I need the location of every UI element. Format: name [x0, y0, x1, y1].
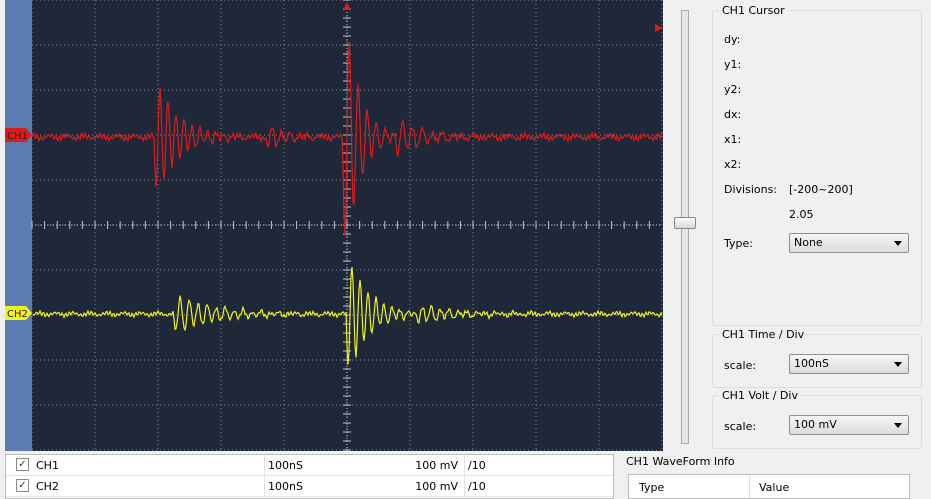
label: x1:: [724, 133, 742, 146]
label: dx:: [724, 108, 742, 121]
group-title: CH1 Time / Div: [719, 328, 808, 341]
checkbox[interactable]: ✓: [16, 458, 29, 471]
column-divider: [464, 476, 465, 496]
time-select[interactable]: 100nS: [789, 354, 909, 374]
ch1-marker-label: CH1: [7, 131, 28, 142]
channel-name: CH2: [36, 480, 59, 493]
column-divider: [264, 476, 265, 496]
label: Divisions:: [724, 183, 778, 196]
left-strip: [5, 0, 32, 451]
value: 2.05: [789, 208, 814, 221]
volt-scale: 100 mV: [415, 459, 458, 472]
time-group: CH1 Time / Div scale: 100nS: [712, 328, 922, 388]
label: dy:: [724, 33, 741, 46]
ch2-marker-label: CH2: [7, 309, 28, 320]
time-scale: 100nS: [268, 480, 303, 493]
probe: /10: [468, 480, 486, 493]
column-header: Value: [759, 481, 790, 494]
volt-scale: 100 mV: [415, 480, 458, 493]
ch2-marker: [5, 306, 32, 320]
cursor-group: CH1 Cursor dy: y1: y2: dx: x1: x2: Divisions:…: [712, 4, 922, 326]
slider-thumb[interactable]: [674, 217, 696, 229]
probe: /10: [468, 459, 486, 472]
column-divider: [749, 475, 750, 498]
ch2-waveform: [32, 266, 663, 365]
trigger-marker: [343, 2, 351, 10]
group-title: CH1 Volt / Div: [719, 389, 801, 402]
scope-screen: CH1 CH2: [5, 0, 663, 451]
label: x2:: [724, 158, 742, 171]
channel-row: ✓ CH1 100nS 100 mV/10: [6, 455, 613, 476]
volt-select[interactable]: 100 mV: [789, 415, 909, 435]
channel-name: CH1: [36, 459, 59, 472]
ch1-waveform: [32, 41, 663, 236]
column-divider: [264, 455, 265, 475]
value: [-200~200]: [789, 183, 853, 196]
volt-group: CH1 Volt / Div scale: 100 mV: [712, 389, 922, 449]
group-title: CH1 Cursor: [719, 4, 788, 17]
label: Type:: [724, 237, 753, 250]
ch1-marker: [5, 128, 32, 142]
label: y1:: [724, 58, 742, 71]
column-divider: [464, 455, 465, 475]
label: scale:: [724, 359, 757, 372]
time-scale: 100nS: [268, 459, 303, 472]
type-select[interactable]: None: [789, 233, 909, 253]
column-header: Type: [639, 481, 665, 494]
checkbox[interactable]: ✓: [16, 479, 29, 492]
channel-row: ✓ CH2 100nS 100 mV/10: [6, 476, 613, 497]
info-table: Type Value: [628, 474, 910, 499]
label: y2:: [724, 83, 742, 96]
level-marker: [655, 24, 663, 32]
section-title: CH1 WaveForm Info: [626, 455, 735, 468]
label: scale:: [724, 420, 757, 433]
channel-table: ✓ CH1 100nS 100 mV/10 ✓ CH2 100nS 100 mV/10: [5, 454, 614, 499]
